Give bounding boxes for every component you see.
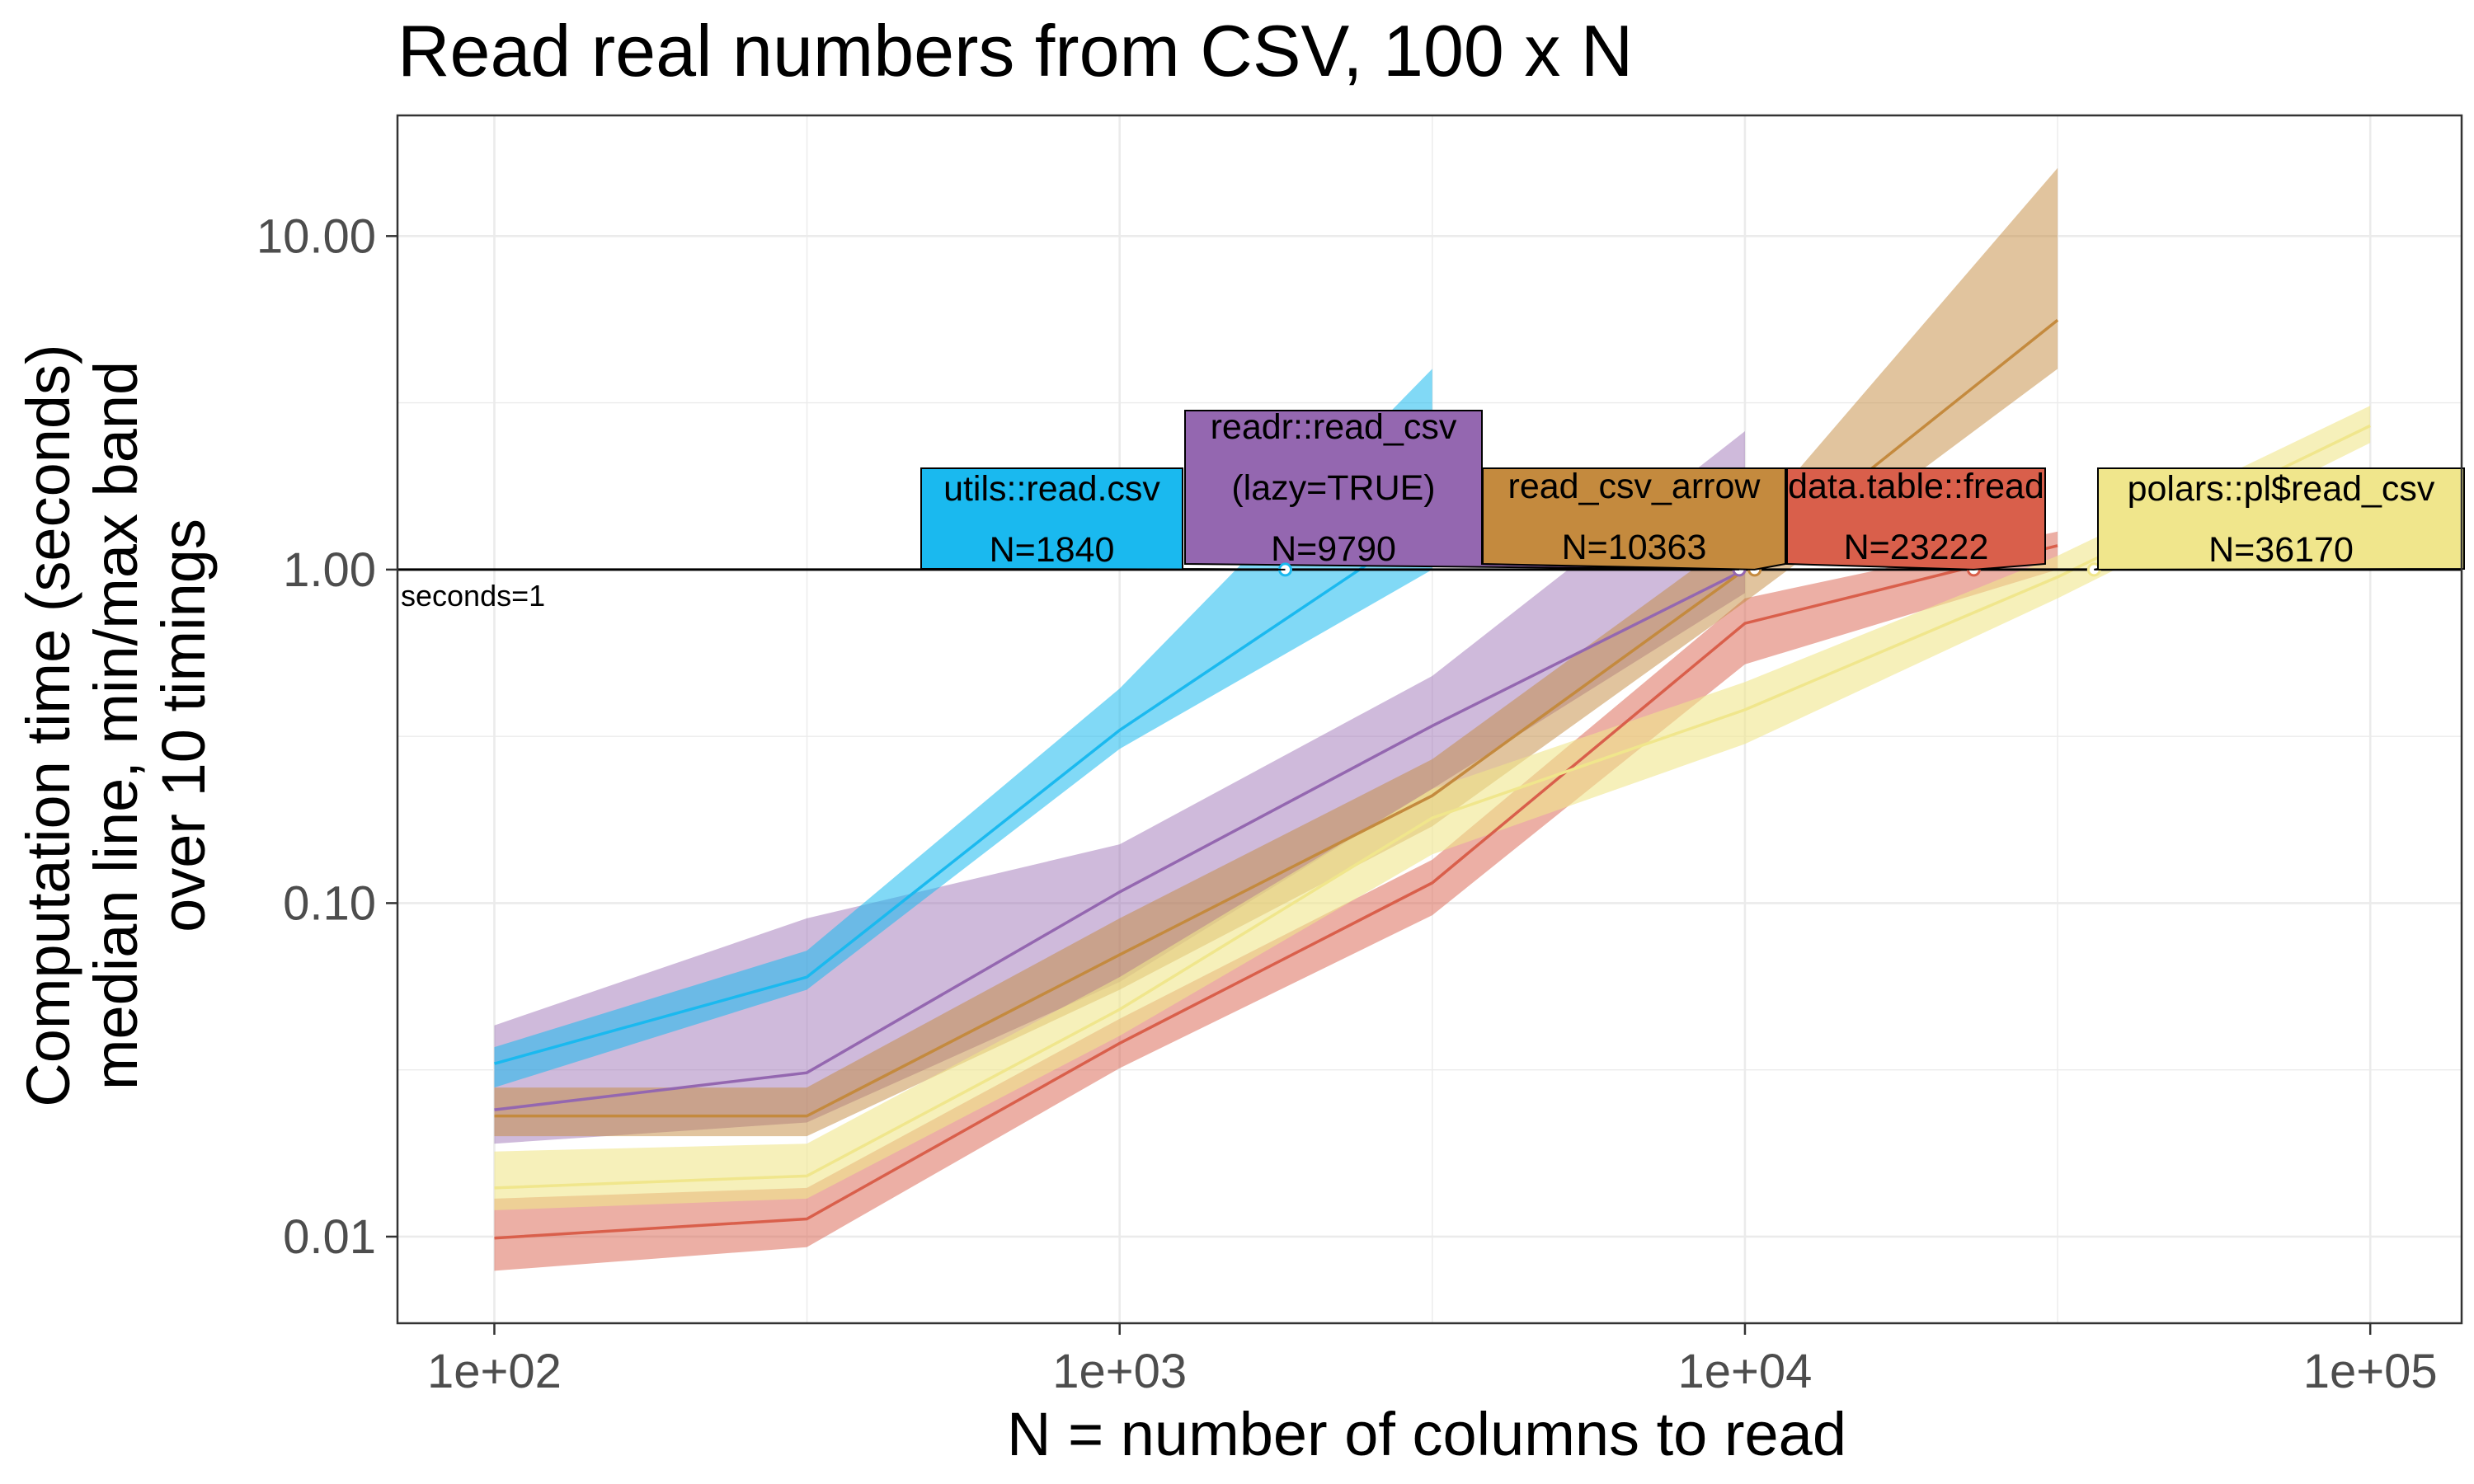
y-axis-title-line-1: Computation time (seconds) xyxy=(14,344,82,1106)
x-axis-title: N = number of columns to read xyxy=(1007,1400,1846,1468)
y-tick-label: 1.00 xyxy=(283,543,376,597)
direct-label-text-utils::read.csv: N=1840 xyxy=(990,530,1115,570)
direct-label-text-read_csv_arrow: N=10363 xyxy=(1562,528,1707,567)
panel-border xyxy=(396,114,2463,1325)
direct-label-box-read_csv_arrow xyxy=(1482,467,1786,571)
direct-label-text-readr::read_csv (lazy=TRUE): readr::read_csv xyxy=(1211,407,1457,447)
series-label-layer: readr::read_csv(lazy=TRUE)N=9790 data.tab… xyxy=(920,407,2465,577)
direct-label-box-utils::read.csv xyxy=(920,467,1286,571)
median-line-readr::read_csv (lazy=TRUE) xyxy=(494,568,1746,1111)
median-line-utils::read.csv xyxy=(493,519,1433,1065)
chart-title: Read real numbers from CSV, 100 x N xyxy=(397,10,1633,92)
direct-label-text-data.table::fread: N=23222 xyxy=(1844,528,1989,567)
median-line-polars::pl$read_csv xyxy=(494,424,2371,1190)
y-tick-label: 0.10 xyxy=(283,876,376,930)
y-axis-title-line-2: median line, min/max band xyxy=(82,361,150,1090)
x-tick-label: 1e+02 xyxy=(427,1345,562,1398)
direct-label-text-polars::pl$read_csv: polars::pl$read_csv xyxy=(2128,469,2435,509)
y-tick-label: 0.01 xyxy=(283,1210,376,1264)
y-axis-title-line-3: over 10 timings xyxy=(149,519,218,932)
median-line-data.table::fread xyxy=(494,544,2058,1240)
direct-label-text-readr::read_csv (lazy=TRUE): (lazy=TRUE) xyxy=(1231,468,1435,508)
band-layer xyxy=(494,167,2371,1271)
direct-label-text-polars::pl$read_csv: N=36170 xyxy=(2208,530,2354,570)
x-tick-label: 1e+05 xyxy=(2303,1345,2438,1398)
direct-label-text-readr::read_csv (lazy=TRUE): N=9790 xyxy=(1271,529,1396,569)
direct-label-text-read_csv_arrow: read_csv_arrow xyxy=(1508,467,1761,506)
band-polars::pl$read_csv xyxy=(494,406,2371,1210)
tick-layer: 1e+02 1e+03 1e+04 1e+05 0.01 0.10 1.00 10.00 xyxy=(256,209,2438,1398)
y-axis-title: Computation time (seconds) median line, … xyxy=(14,344,218,1106)
direct-label-box-polars::pl$read_csv xyxy=(2094,467,2465,571)
direct-label-text-utils::read.csv: utils::read.csv xyxy=(943,469,1160,509)
line-layer xyxy=(493,318,2371,1240)
reference-line-label: seconds=1 xyxy=(401,579,545,613)
x-tick-label: 1e+04 xyxy=(1677,1345,1812,1398)
direct-label-box-data.table::fread xyxy=(1786,467,2046,571)
direct-label-text-data.table::fread: data.table::fread xyxy=(1788,467,2044,506)
y-tick-label: 10.00 xyxy=(256,209,376,263)
x-tick-label: 1e+03 xyxy=(1052,1345,1187,1398)
